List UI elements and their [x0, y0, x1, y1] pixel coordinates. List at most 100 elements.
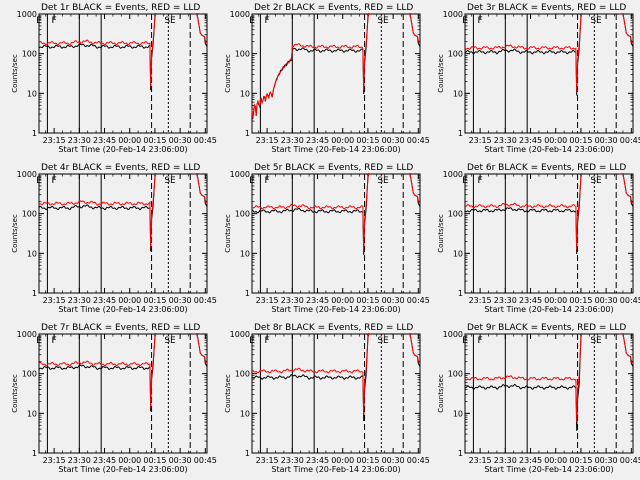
x-tick-label: 00:15 — [143, 136, 166, 145]
x-tick-label: 00:15 — [569, 136, 592, 145]
panel-7: Det 7r BLACK = Events, RED = LLD 1 10 100 10… — [11, 323, 217, 474]
y-tick-label: 100 — [235, 50, 250, 59]
x-tick-label: 23:30 — [68, 296, 91, 305]
x-tick-label: 00:00 — [118, 296, 141, 305]
x-tick-label: 00:30 — [382, 136, 405, 145]
series-line-lld — [38, 13, 157, 87]
x-tick-label: 23:45 — [306, 296, 329, 305]
series-line-lld — [196, 333, 208, 364]
x-tick-label: 23:45 — [93, 296, 116, 305]
x-tick-label: 00:30 — [595, 296, 618, 305]
x-tick-label: 23:45 — [306, 136, 329, 145]
x-tick-label: 00:00 — [544, 456, 567, 465]
x-axis-label: Start Time (20-Feb-14 23:06:00) — [271, 465, 400, 474]
y-tick-label: 10 — [240, 409, 250, 418]
y-axis-label: Counts/sec — [224, 374, 232, 413]
y-tick-label: 1 — [245, 289, 250, 298]
x-axis-label: Start Time (20-Feb-14 23:06:00) — [58, 465, 187, 474]
y-axis-label: Counts/sec — [437, 374, 445, 413]
plot-frame — [464, 173, 634, 294]
plot-frame — [251, 173, 421, 294]
x-tick-label: 23:30 — [281, 456, 304, 465]
x-tick-label: 00:30 — [595, 456, 618, 465]
x-tick-label: 23:45 — [519, 296, 542, 305]
region-marker: F — [52, 176, 57, 186]
y-tick-label: 1 — [32, 449, 37, 458]
x-tick-label: 23:45 — [93, 136, 116, 145]
series-line-lld — [252, 173, 370, 251]
x-axis-label: Start Time (20-Feb-14 23:06:00) — [484, 305, 613, 314]
y-tick-label: 10 — [27, 249, 37, 258]
region-marker: E — [249, 16, 255, 26]
y-tick-label: 1 — [458, 449, 463, 458]
panel-4: Det 4r BLACK = Events, RED = LLD 1 10 100 10… — [11, 163, 217, 314]
y-tick-label: 1 — [458, 289, 463, 298]
y-tick-label: 1000 — [17, 170, 37, 179]
x-tick-label: 23:15 — [256, 456, 279, 465]
y-tick-label: 10 — [453, 89, 463, 98]
y-tick-label: 100 — [235, 210, 250, 219]
x-tick-label: 00:00 — [544, 296, 567, 305]
x-tick-label: 23:45 — [306, 456, 329, 465]
x-tick-label: 00:45 — [407, 296, 430, 305]
x-tick-label: 23:15 — [256, 296, 279, 305]
x-tick-label: 00:00 — [544, 136, 567, 145]
y-axis-label: Counts/sec — [11, 214, 19, 253]
region-marker: SE — [164, 176, 176, 186]
x-tick-label: 23:45 — [519, 456, 542, 465]
x-tick-label: 00:30 — [595, 136, 618, 145]
y-tick-label: 100 — [22, 50, 37, 59]
series-line-events — [251, 333, 370, 422]
x-tick-label: 00:45 — [407, 136, 430, 145]
plot-frame — [38, 333, 208, 454]
x-tick-label: 23:15 — [469, 136, 492, 145]
x-tick-label: 23:30 — [494, 136, 517, 145]
y-axis-label: Counts/sec — [224, 214, 232, 253]
x-tick-label: 23:15 — [469, 456, 492, 465]
y-tick-label: 10 — [27, 89, 37, 98]
x-tick-label: 23:30 — [494, 296, 517, 305]
series-line-events — [38, 173, 157, 252]
series-line-lld — [409, 13, 421, 44]
region-marker: SE — [164, 336, 176, 346]
y-tick-label: 1000 — [443, 10, 463, 19]
x-tick-label: 00:30 — [382, 456, 405, 465]
series-line-events — [251, 13, 370, 120]
plot-frame — [38, 173, 208, 294]
plot-frame — [38, 13, 208, 134]
x-tick-label: 00:30 — [382, 296, 405, 305]
x-axis-label: Start Time (20-Feb-14 23:06:00) — [484, 465, 613, 474]
region-marker: SE — [590, 336, 602, 346]
x-tick-label: 23:15 — [43, 136, 66, 145]
region-marker: SE — [377, 336, 389, 346]
series-line-lld — [251, 13, 370, 119]
x-tick-label: 23:15 — [469, 296, 492, 305]
x-tick-label: 00:00 — [331, 136, 354, 145]
series-line-events — [251, 173, 370, 255]
region-marker: E — [462, 336, 468, 346]
x-tick-label: 23:45 — [519, 136, 542, 145]
series-line-lld — [464, 13, 583, 92]
x-tick-label: 00:15 — [356, 296, 379, 305]
y-tick-label: 10 — [27, 409, 37, 418]
region-marker: SE — [377, 16, 389, 26]
series-line-lld — [464, 173, 583, 250]
x-tick-label: 23:30 — [68, 136, 91, 145]
x-tick-label: 23:30 — [281, 296, 304, 305]
series-line-lld — [622, 173, 634, 204]
region-marker: F — [478, 176, 483, 186]
y-tick-label: 1 — [245, 129, 250, 138]
x-tick-label: 00:15 — [143, 456, 166, 465]
y-tick-label: 1000 — [230, 10, 250, 19]
region-marker: F — [478, 16, 483, 26]
series-line-lld — [464, 333, 583, 423]
series-line-events — [38, 13, 157, 91]
x-tick-label: 00:45 — [194, 456, 217, 465]
region-marker: E — [249, 176, 255, 186]
region-marker: E — [36, 16, 42, 26]
panel-title: Det 7r BLACK = Events, RED = LLD — [41, 323, 200, 333]
y-tick-label: 10 — [240, 89, 250, 98]
x-tick-label: 23:45 — [93, 456, 116, 465]
x-tick-label: 00:15 — [356, 136, 379, 145]
y-tick-label: 1000 — [443, 170, 463, 179]
